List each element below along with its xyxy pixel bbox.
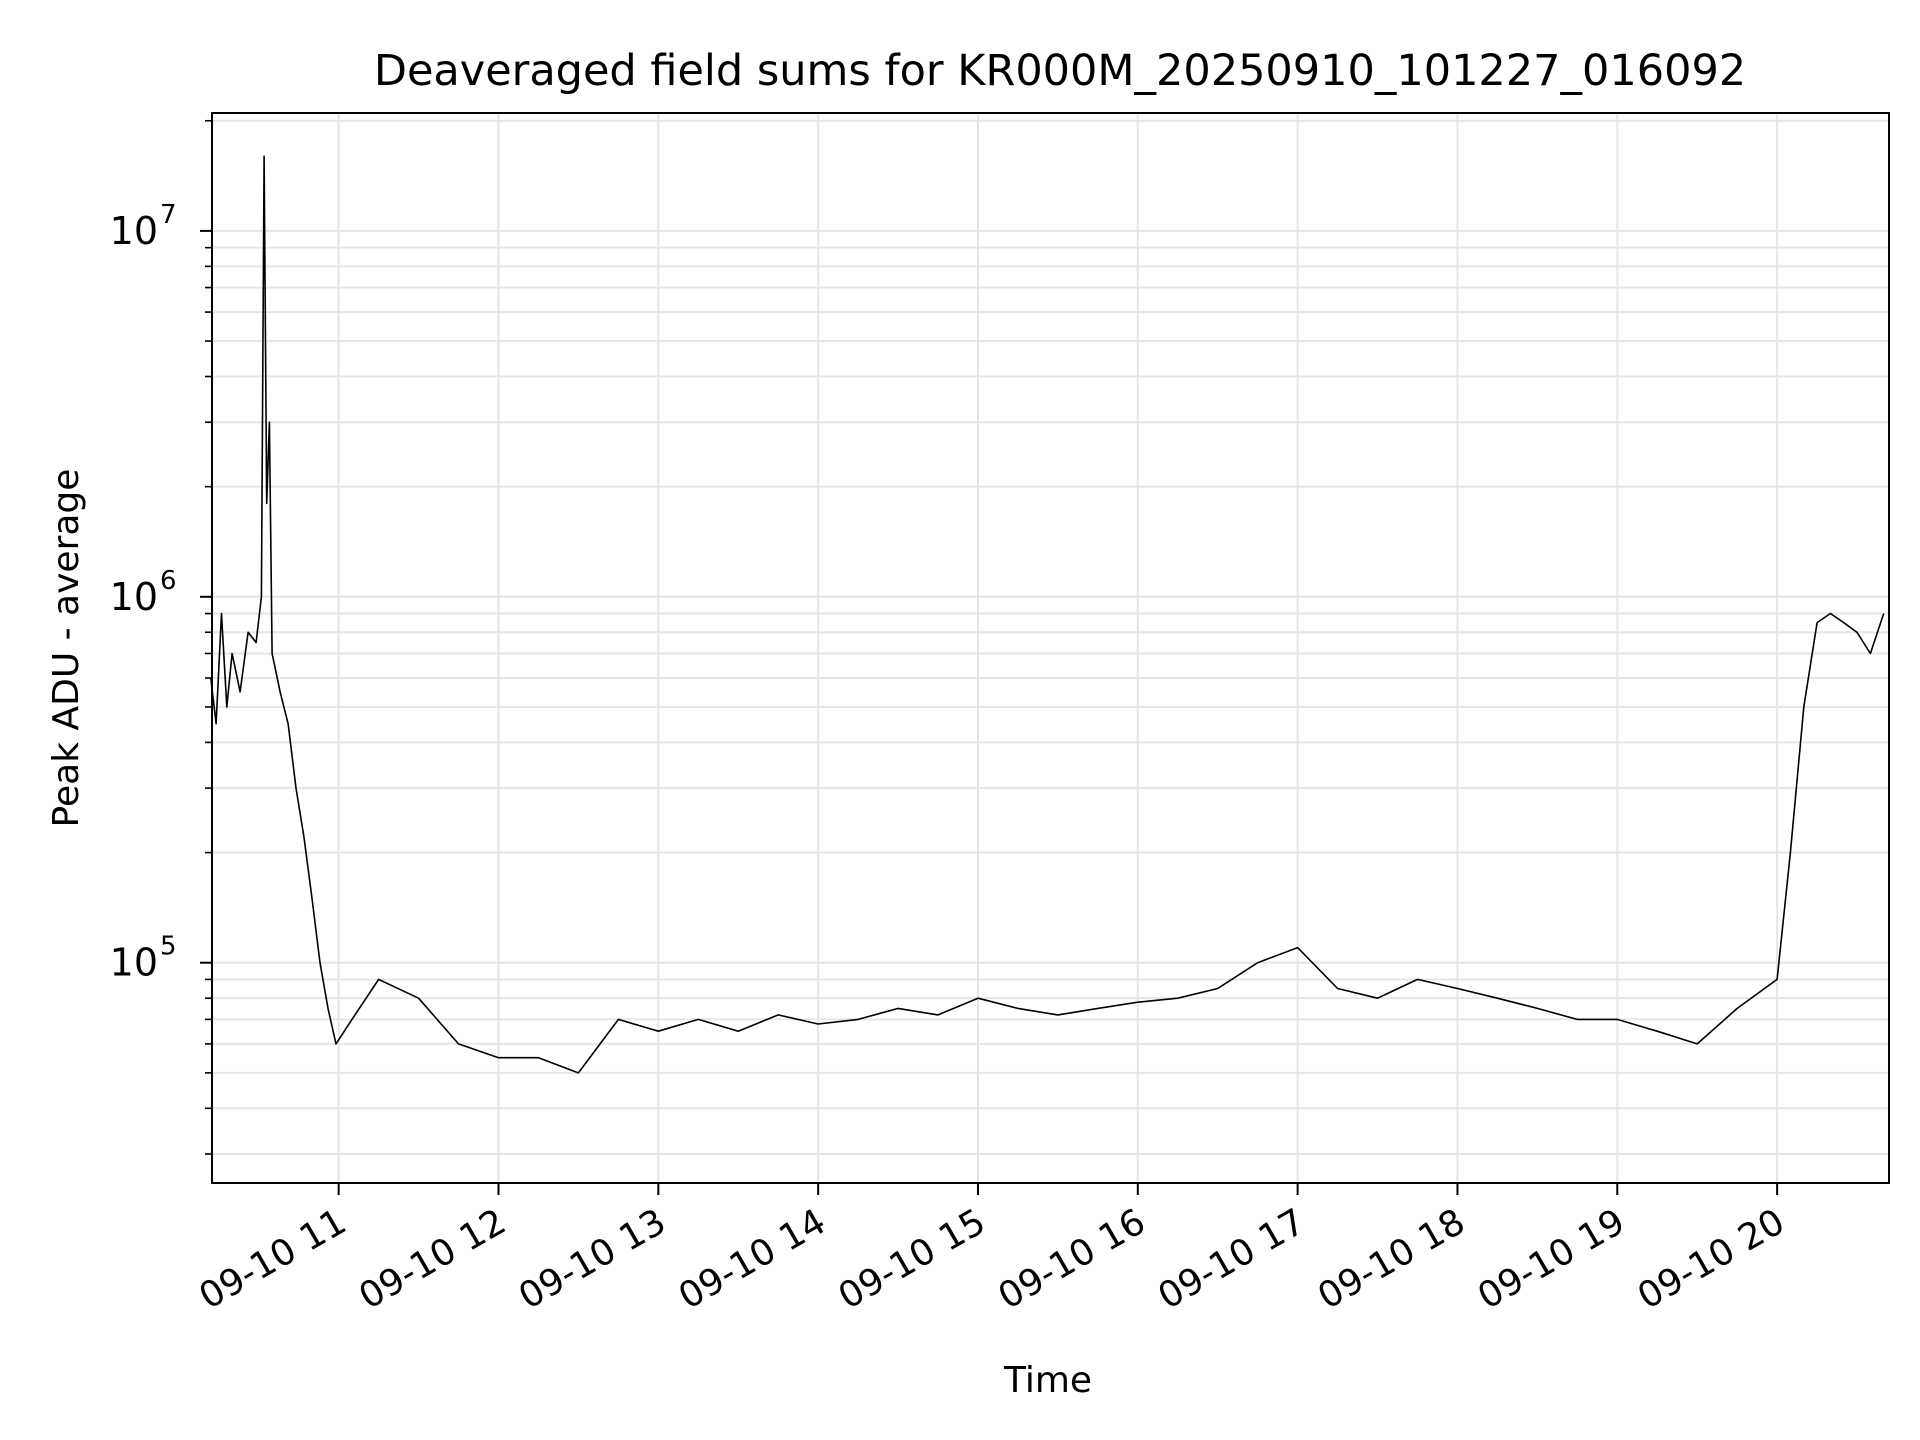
grid-layer	[212, 113, 1889, 1183]
plot-frame	[211, 112, 1890, 1184]
chart-title: Deaveraged field sums for KR000M_2025091…	[374, 46, 1746, 96]
y-tick-label: 10	[110, 941, 158, 985]
y-tick-label: 10	[110, 575, 158, 619]
y-axis-label: Peak ADU - average	[46, 469, 87, 828]
plot-layer	[210, 155, 1885, 1074]
y-tick-exponent: 6	[160, 566, 177, 596]
data-series-line	[210, 155, 1885, 1074]
x-axis-label: Time	[1003, 1360, 1092, 1401]
y-tick-label: 10	[110, 209, 158, 253]
y-tick-exponent: 7	[160, 200, 177, 230]
y-tick-exponent: 5	[160, 932, 177, 962]
